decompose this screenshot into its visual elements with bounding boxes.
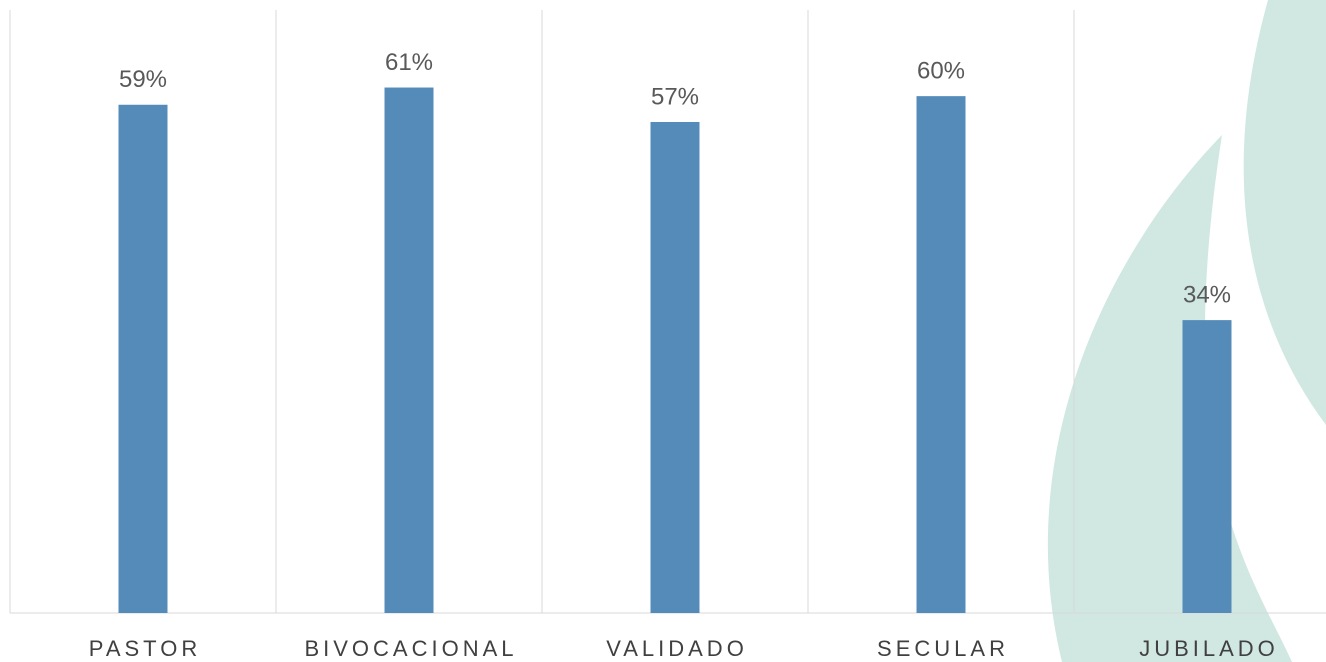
- decor-shape: [1243, 0, 1326, 425]
- x-tick-label: SECULAR: [877, 636, 1009, 661]
- bar: [384, 87, 434, 614]
- data-label: 61%: [385, 49, 433, 76]
- data-label: 57%: [651, 83, 699, 110]
- bar: [916, 96, 966, 613]
- data-label: 59%: [119, 66, 167, 93]
- bar: [1182, 320, 1232, 613]
- x-tick-label: JUBILADO: [1139, 636, 1279, 661]
- bar: [650, 121, 700, 613]
- data-label: 34%: [1183, 281, 1231, 308]
- data-label: 60%: [917, 57, 965, 84]
- x-tick-label: PASTOR: [89, 636, 201, 661]
- bar: [118, 104, 168, 613]
- x-tick-label: VALIDADO: [606, 636, 748, 661]
- x-tick-label: BIVOCACIONAL: [304, 636, 517, 661]
